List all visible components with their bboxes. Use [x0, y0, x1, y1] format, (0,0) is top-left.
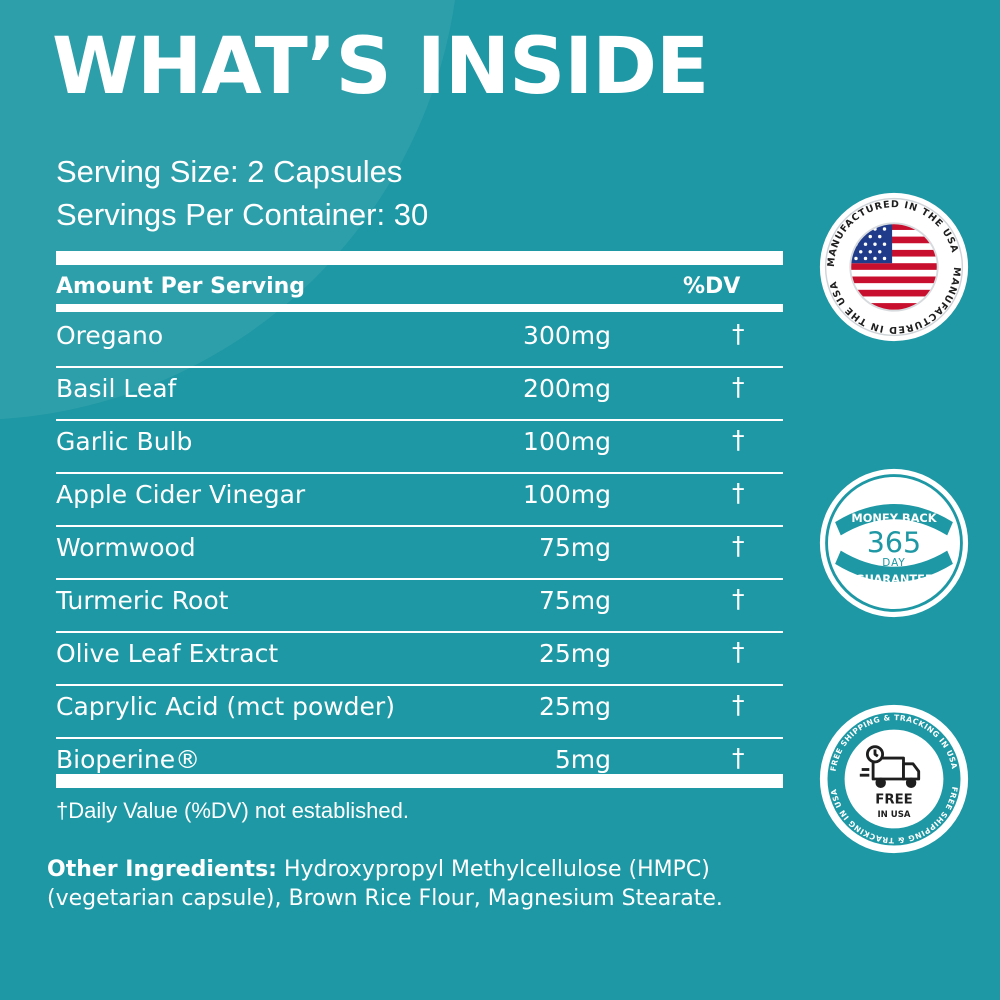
in-usa-label: IN USA: [877, 810, 910, 820]
ingredient-row: Oregano 300mg †: [56, 315, 783, 368]
ingredient-row: Apple Cider Vinegar 100mg †: [56, 474, 783, 527]
guarantee-days-number: 365: [867, 527, 921, 560]
ingredient-amount: 25mg: [538, 692, 611, 721]
ingredient-name: Caprylic Acid (mct powder): [56, 692, 395, 721]
ingredient-dv: †: [732, 637, 745, 666]
ingredient-name: Oregano: [56, 321, 164, 350]
ingredient-dv: †: [732, 531, 745, 560]
ingredient-row: Garlic Bulb 100mg †: [56, 421, 783, 474]
ingredient-amount: 100mg: [523, 427, 611, 456]
ingredient-name: Garlic Bulb: [56, 427, 193, 456]
free-shipping-badge: FREE SHIPPING & TRACKING IN USA FREE SHI…: [819, 704, 969, 854]
ingredient-name: Wormwood: [56, 533, 196, 562]
ingredient-name: Bioperine®: [56, 745, 201, 774]
ingredient-amount: 5mg: [554, 745, 611, 774]
row-divider: [56, 366, 783, 368]
page-title: WHAT’S INSIDE: [52, 22, 709, 112]
ingredient-name: Turmeric Root: [56, 586, 229, 615]
manufactured-in-usa-badge: MANUFACTURED IN THE USA MANUFACTURED IN …: [819, 192, 969, 342]
row-divider: [56, 419, 783, 421]
table-bottom-bar: [56, 774, 783, 788]
ingredient-dv: †: [732, 584, 745, 613]
ingredient-amount: 25mg: [538, 639, 611, 668]
ingredient-amount: 100mg: [523, 480, 611, 509]
ingredient-dv: †: [732, 319, 745, 348]
other-ingredients-text: Hydroxypropyl Methylcellulose (HMPC)(veg…: [47, 857, 723, 911]
ingredient-row: Turmeric Root 75mg †: [56, 580, 783, 633]
ingredient-amount: 300mg: [523, 321, 611, 350]
ingredient-name: Apple Cider Vinegar: [56, 480, 306, 509]
ingredient-name: Olive Leaf Extract: [56, 639, 279, 668]
delivery-truck-icon: [859, 745, 921, 789]
row-divider: [56, 737, 783, 739]
ingredient-row: Bioperine® 5mg †: [56, 739, 783, 792]
us-flag-icon: [850, 223, 938, 311]
servings-per-container: Servings Per Container: 30: [56, 197, 429, 232]
ingredient-row: Caprylic Acid (mct powder) 25mg †: [56, 686, 783, 739]
free-label: FREE: [875, 793, 913, 808]
row-divider: [56, 525, 783, 527]
ingredient-dv: †: [732, 478, 745, 507]
amount-per-serving-header: Amount Per Serving: [56, 274, 306, 299]
money-back-label: MONEY BACK: [851, 511, 937, 525]
daily-value-footnote: †Daily Value (%DV) not established.: [56, 798, 409, 823]
table-header-divider: [56, 304, 783, 312]
money-back-guarantee-badge: MONEY BACK 365 DAY GUARANTEE: [819, 468, 969, 618]
ingredient-dv: †: [732, 690, 745, 719]
row-divider: [56, 578, 783, 580]
ingredient-amount: 200mg: [523, 374, 611, 403]
ingredient-row: Wormwood 75mg †: [56, 527, 783, 580]
guarantee-label: GUARANTEE: [855, 572, 933, 586]
other-ingredients-label: Other Ingredients:: [47, 857, 277, 882]
row-divider: [56, 684, 783, 686]
row-divider: [56, 631, 783, 633]
ingredient-amount: 75mg: [538, 586, 611, 615]
ingredient-amount: 75mg: [538, 533, 611, 562]
row-divider: [56, 472, 783, 474]
ingredient-row: Basil Leaf 200mg †: [56, 368, 783, 421]
table-top-bar: [56, 251, 783, 265]
ingredient-dv: †: [732, 743, 745, 772]
ingredient-dv: †: [732, 425, 745, 454]
ingredient-dv: †: [732, 372, 745, 401]
serving-size: Serving Size: 2 Capsules: [56, 154, 403, 189]
ingredient-name: Basil Leaf: [56, 374, 177, 403]
ingredient-row: Olive Leaf Extract 25mg †: [56, 633, 783, 686]
daily-value-header: %DV: [683, 274, 741, 299]
guarantee-days-unit: DAY: [882, 557, 905, 569]
other-ingredients: Other Ingredients: Hydroxypropyl Methylc…: [47, 856, 747, 913]
